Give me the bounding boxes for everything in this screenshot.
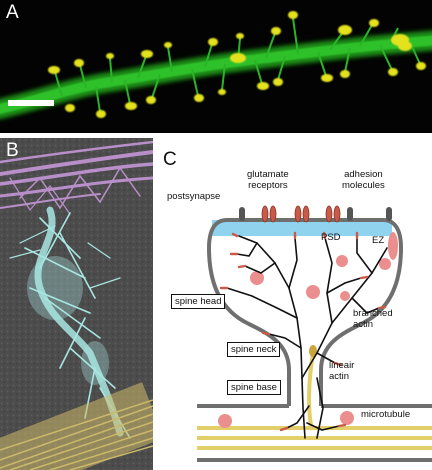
branched-actin <box>226 235 388 439</box>
ez-endocytic-zone <box>388 232 398 260</box>
label-psd: PSD <box>321 232 341 243</box>
panel-letter-a: A <box>6 2 19 23</box>
tan-microtubules <box>0 382 153 470</box>
label-ez: EZ <box>372 235 385 246</box>
box-spine-base: spine base <box>227 380 281 395</box>
box-spine-neck: spine neck <box>227 342 281 357</box>
label-glutamate-receptors: glutamate receptors <box>247 169 289 191</box>
dendrite-fluorescence-graphic <box>0 11 432 120</box>
panel-b-electron-micrograph: B <box>0 138 153 470</box>
label-adhesion-molecules: adhesion molecules <box>342 169 385 191</box>
vesicles <box>218 255 391 428</box>
box-spine-head: spine head <box>171 294 226 309</box>
panel-c-spine-diagram: C <box>157 138 432 470</box>
panel-letter-b: B <box>6 140 19 161</box>
glutamate-receptors <box>261 205 341 223</box>
label-lineair-actin: lineair actin <box>329 360 355 382</box>
spine-schematic <box>197 205 432 462</box>
psd-band <box>212 220 392 236</box>
microtubule-tip <box>309 345 317 357</box>
em-spine-graphic <box>0 138 153 470</box>
label-branched-actin: branched actin <box>353 308 393 330</box>
panel-letter-c: C <box>163 149 177 170</box>
label-postsynapse: postsynapse <box>167 191 221 202</box>
scale-bar <box>8 100 54 106</box>
cyan-actin-spine <box>9 206 131 439</box>
label-microtubule: microtubule <box>361 409 411 420</box>
actin-plus-ends <box>219 231 387 432</box>
adhesion-molecules <box>239 207 392 221</box>
panel-a-fluorescence-image: A <box>0 0 432 133</box>
spine-heads <box>48 11 426 118</box>
purple-filaments <box>0 140 153 215</box>
